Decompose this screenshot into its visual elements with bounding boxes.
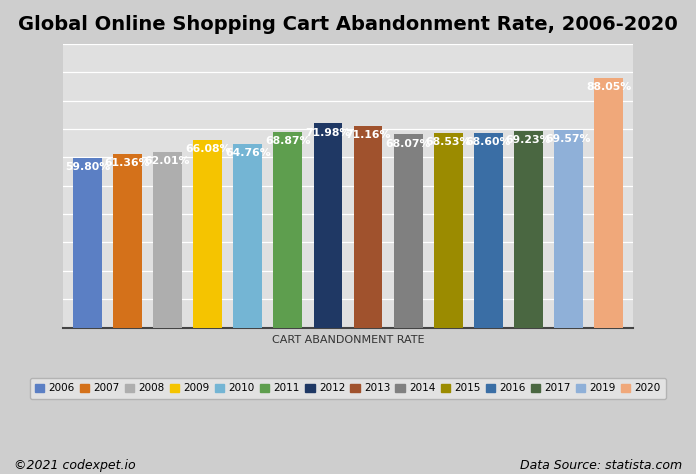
Text: 71.98%: 71.98% — [306, 128, 351, 137]
Bar — [594, 78, 623, 328]
X-axis label: CART ABANDONMENT RATE: CART ABANDONMENT RATE — [271, 335, 425, 345]
Bar — [233, 144, 262, 328]
Text: 71.16%: 71.16% — [345, 130, 390, 140]
Text: 69.57%: 69.57% — [546, 135, 591, 145]
Bar — [554, 130, 583, 328]
Bar — [434, 133, 463, 328]
Text: 64.76%: 64.76% — [225, 148, 271, 158]
Bar — [313, 123, 342, 328]
Bar — [113, 154, 142, 328]
Text: Data Source: statista.com: Data Source: statista.com — [520, 459, 682, 472]
Text: 66.08%: 66.08% — [185, 145, 230, 155]
Legend: 2006, 2007, 2008, 2009, 2010, 2011, 2012, 2013, 2014, 2015, 2016, 2017, 2019, 20: 2006, 2007, 2008, 2009, 2010, 2011, 2012… — [30, 378, 666, 399]
Text: 68.60%: 68.60% — [466, 137, 511, 147]
Text: 68.07%: 68.07% — [386, 139, 431, 149]
Text: 61.36%: 61.36% — [104, 158, 150, 168]
Bar — [514, 131, 543, 328]
Bar — [354, 126, 383, 328]
Bar — [394, 135, 422, 328]
Bar — [73, 158, 102, 328]
Bar — [474, 133, 503, 328]
Text: 69.23%: 69.23% — [505, 136, 551, 146]
Text: 68.87%: 68.87% — [265, 137, 310, 146]
Bar — [274, 132, 302, 328]
Text: ©2021 codexpet.io: ©2021 codexpet.io — [14, 459, 136, 472]
Title: Global Online Shopping Cart Abandonment Rate, 2006-2020: Global Online Shopping Cart Abandonment … — [18, 15, 678, 34]
Bar — [153, 152, 182, 328]
Text: 59.80%: 59.80% — [65, 162, 110, 172]
Text: 88.05%: 88.05% — [586, 82, 631, 92]
Text: 68.53%: 68.53% — [425, 137, 471, 147]
Bar — [193, 140, 222, 328]
Text: 62.01%: 62.01% — [145, 156, 191, 166]
